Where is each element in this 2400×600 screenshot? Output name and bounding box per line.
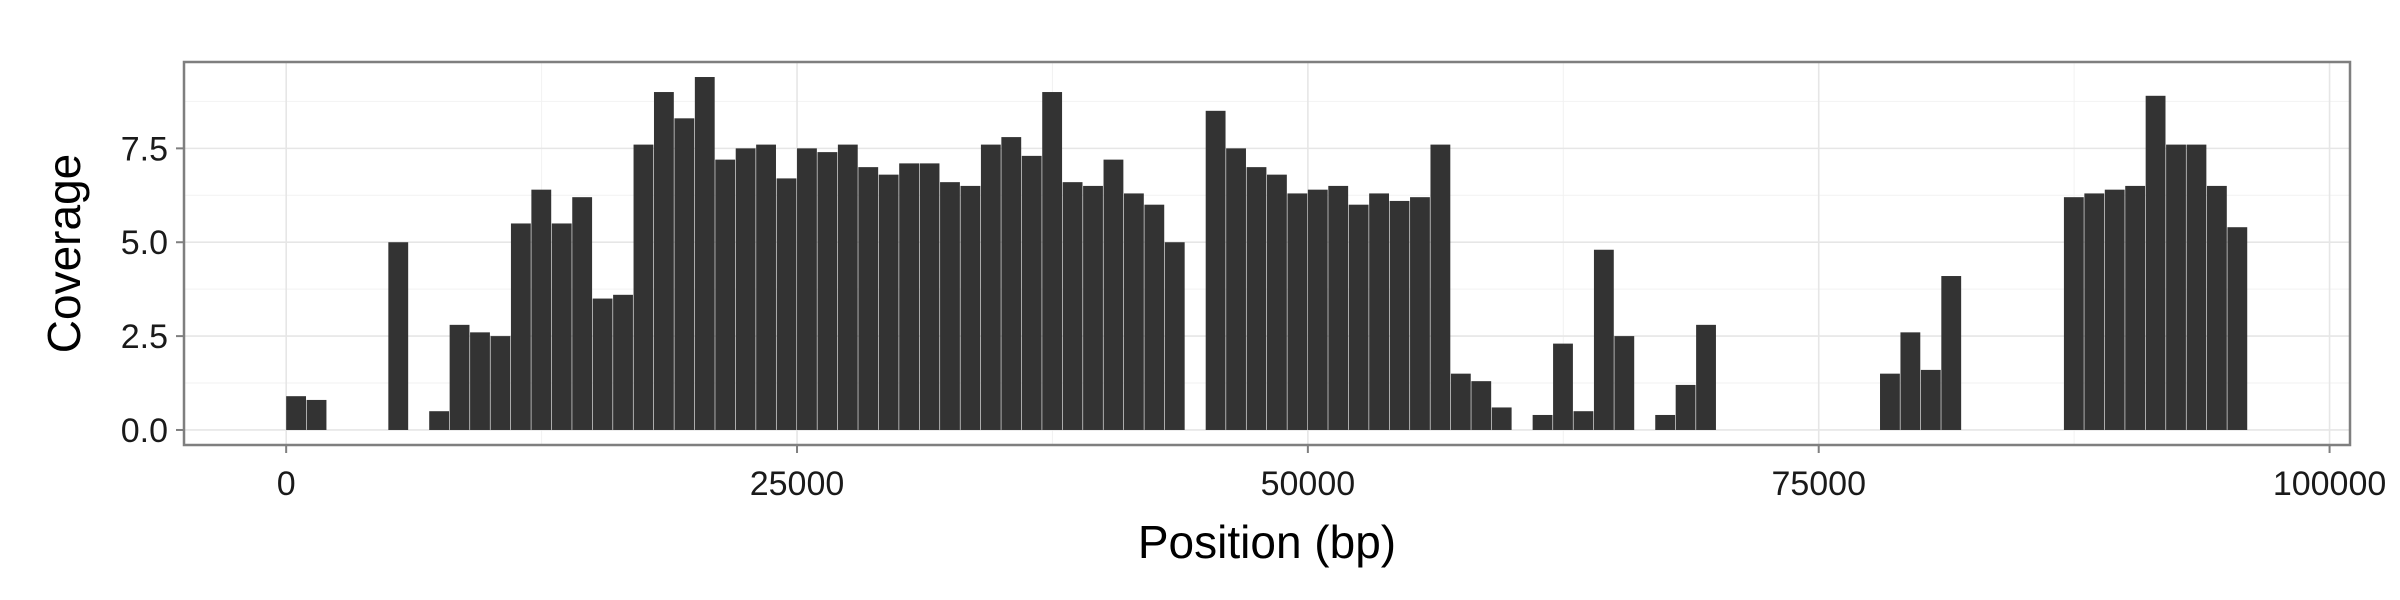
x-tick-label: 25000 — [750, 465, 845, 503]
coverage-bar — [2125, 185, 2146, 430]
coverage-bar — [1287, 193, 1308, 430]
coverage-bar — [1164, 242, 1185, 430]
coverage-bar — [1900, 332, 1921, 430]
coverage-bar — [1491, 407, 1512, 430]
coverage-bar — [1614, 336, 1635, 430]
coverage-bar — [572, 197, 593, 430]
coverage-bar — [1471, 381, 1492, 430]
coverage-bar — [653, 92, 674, 430]
coverage-bar — [1696, 324, 1716, 430]
coverage-bar — [940, 182, 960, 430]
coverage-bar — [1001, 137, 1022, 430]
coverage-bar — [1246, 167, 1267, 430]
coverage-bar — [1593, 249, 1614, 430]
coverage-bar — [1021, 155, 1042, 430]
x-tick-label: 0 — [277, 465, 296, 503]
coverage-bar — [694, 77, 715, 430]
coverage-bar — [797, 148, 817, 430]
coverage-bar — [2186, 144, 2207, 430]
x-tick-label: 75000 — [1771, 465, 1866, 503]
coverage-bar — [1532, 414, 1553, 430]
coverage-bar — [510, 223, 531, 430]
coverage-bar — [429, 411, 450, 430]
coverage-bar — [1655, 414, 1676, 430]
coverage-bar — [1123, 193, 1144, 430]
coverage-bar — [1062, 182, 1083, 430]
coverage-bar — [1042, 92, 1063, 430]
coverage-bar — [1675, 384, 1696, 430]
coverage-bar — [1920, 369, 1941, 430]
coverage-bar — [735, 148, 756, 430]
coverage-bar — [776, 178, 797, 430]
coverage-bar — [1348, 204, 1369, 430]
coverage-bar — [633, 144, 654, 430]
coverage-bar — [1880, 373, 1900, 430]
coverage-bar — [1389, 200, 1410, 430]
coverage-bar — [919, 163, 940, 430]
coverage-bar — [551, 223, 572, 430]
coverage-bar — [674, 118, 695, 430]
coverage-bar — [756, 144, 776, 430]
coverage-bar — [1328, 185, 1349, 430]
x-tick-label: 100000 — [2273, 465, 2386, 503]
coverage-bar — [1553, 343, 1573, 430]
coverage-bar — [1103, 159, 1124, 430]
y-tick-label: 0.0 — [121, 412, 168, 450]
coverage-bar — [1144, 204, 1165, 430]
bars-group — [286, 77, 2248, 430]
coverage-bar — [1941, 276, 1962, 430]
y-tick-label: 5.0 — [121, 224, 168, 262]
coverage-bar — [1226, 148, 1246, 430]
coverage-bar — [2227, 227, 2248, 430]
coverage-bar — [490, 336, 511, 430]
coverage-bar — [613, 294, 633, 430]
y-axis: 0.0 2.5 5.0 7.5 — [121, 130, 184, 450]
coverage-bar — [1205, 110, 1226, 430]
x-axis: 0 25000 50000 75000 100000 — [277, 445, 2386, 503]
coverage-bar — [306, 399, 327, 430]
coverage-bar — [837, 144, 858, 430]
x-tick-label: 50000 — [1261, 465, 1356, 503]
x-axis-title: Position (bp) — [1138, 516, 1396, 568]
coverage-bar — [715, 159, 736, 430]
y-tick-label: 7.5 — [121, 130, 168, 168]
coverage-bar — [2063, 197, 2084, 430]
coverage-bar — [980, 144, 1001, 430]
coverage-bar — [470, 332, 490, 430]
coverage-bar — [1307, 189, 1328, 430]
coverage-bar — [858, 167, 879, 430]
coverage-bar — [960, 185, 981, 430]
coverage-bar — [1573, 411, 1594, 430]
coverage-bar — [1369, 193, 1390, 430]
coverage-bar — [1450, 373, 1471, 430]
coverage-bar — [878, 174, 899, 430]
plot-frame — [182, 60, 2352, 447]
coverage-bar — [1430, 144, 1451, 430]
coverage-bar — [2104, 189, 2125, 430]
coverage-bar — [1083, 185, 1103, 430]
y-tick-label: 2.5 — [121, 318, 168, 356]
coverage-bar — [592, 298, 613, 430]
coverage-bar — [2166, 144, 2186, 430]
coverage-bar — [531, 189, 552, 430]
coverage-bar — [2206, 185, 2227, 430]
coverage-bar — [2145, 95, 2166, 430]
coverage-bar — [2084, 193, 2105, 430]
coverage-bar — [1267, 174, 1287, 430]
coverage-bar — [286, 396, 307, 430]
coverage-bar — [899, 163, 920, 430]
y-axis-title: Coverage — [38, 154, 90, 353]
coverage-bar — [449, 324, 470, 430]
coverage-bar — [817, 152, 838, 430]
coverage-bar — [1410, 197, 1430, 430]
coverage-bar — [388, 242, 409, 430]
